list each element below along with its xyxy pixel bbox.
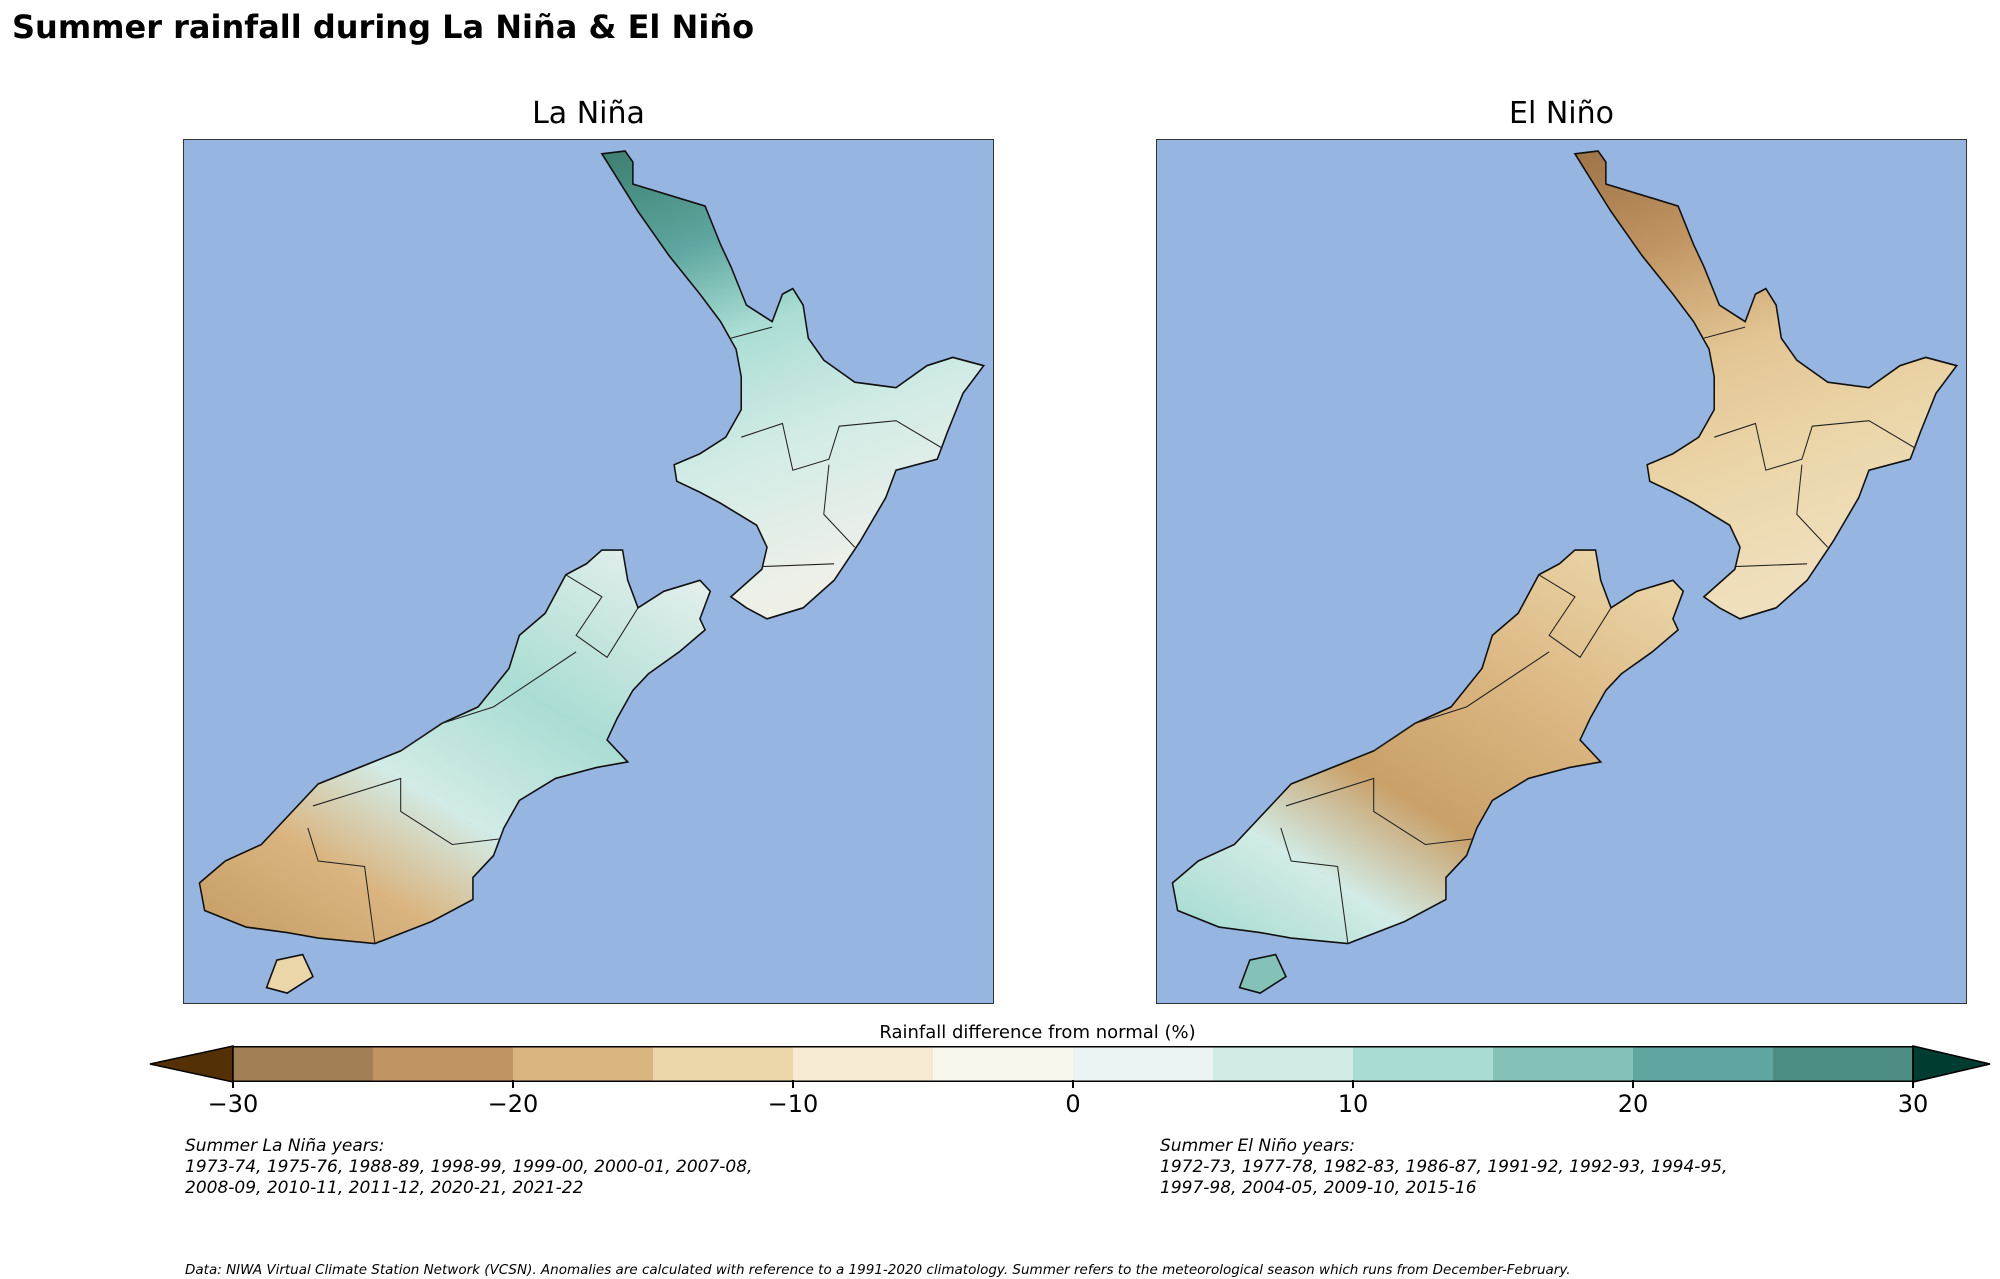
el-nino-years-note: Summer El Niño years: 1972-73, 1977-78, … — [1160, 1136, 1727, 1199]
la-nina-years-note: Summer La Niña years: 1973-74, 1975-76, … — [185, 1136, 752, 1199]
la-nina-years-heading: Summer La Niña years: — [185, 1136, 385, 1156]
map-panel-la-nina — [183, 139, 994, 1004]
la-nina-years-line: 1973-74, 1975-76, 1988-89, 1998-99, 1999… — [185, 1157, 753, 1177]
north-island — [1573, 150, 1959, 620]
colorbar — [149, 1045, 1991, 1083]
tick-label: −20 — [483, 1080, 543, 1118]
el-nino-years-heading: Summer El Niño years: — [1160, 1136, 1355, 1156]
south-island — [198, 549, 712, 945]
tick-label: 10 — [1323, 1080, 1383, 1118]
colorbar-graphic — [149, 1045, 1991, 1083]
colorbar-ticks: −30 −20 −10 0 10 20 30 — [0, 1080, 2000, 1122]
north-island — [600, 150, 986, 620]
south-island — [1171, 549, 1685, 945]
map-panel-el-nino — [1156, 139, 1967, 1004]
region-boundaries — [307, 326, 943, 944]
nz-map-el-nino — [1171, 150, 1959, 994]
colorbar-label: Rainfall difference from normal (%) — [879, 1022, 1196, 1043]
tick-label: −30 — [203, 1080, 263, 1118]
la-nina-years-line: 2008-09, 2010-11, 2011-12, 2020-21, 2021… — [185, 1178, 584, 1198]
nz-map-la-nina — [198, 150, 986, 994]
stewart-island — [1238, 953, 1287, 994]
tick-label: 20 — [1603, 1080, 1663, 1118]
panel-title-la-nina: La Niña — [532, 96, 645, 131]
region-boundaries — [1280, 326, 1916, 944]
tick-label: −10 — [763, 1080, 823, 1118]
el-nino-years-line: 1997-98, 2004-05, 2009-10, 2015-16 — [1160, 1178, 1477, 1198]
el-nino-years-line: 1972-73, 1977-78, 1982-83, 1986-87, 1991… — [1160, 1157, 1728, 1177]
panel-title-el-nino: El Niño — [1509, 96, 1614, 131]
data-source-footnote: Data: NIWA Virtual Climate Station Netwo… — [185, 1262, 1571, 1278]
stewart-island — [265, 953, 314, 994]
figure-title: Summer rainfall during La Niña & El Niño — [12, 8, 755, 46]
tick-label: 30 — [1883, 1080, 1943, 1118]
tick-label: 0 — [1043, 1080, 1103, 1118]
